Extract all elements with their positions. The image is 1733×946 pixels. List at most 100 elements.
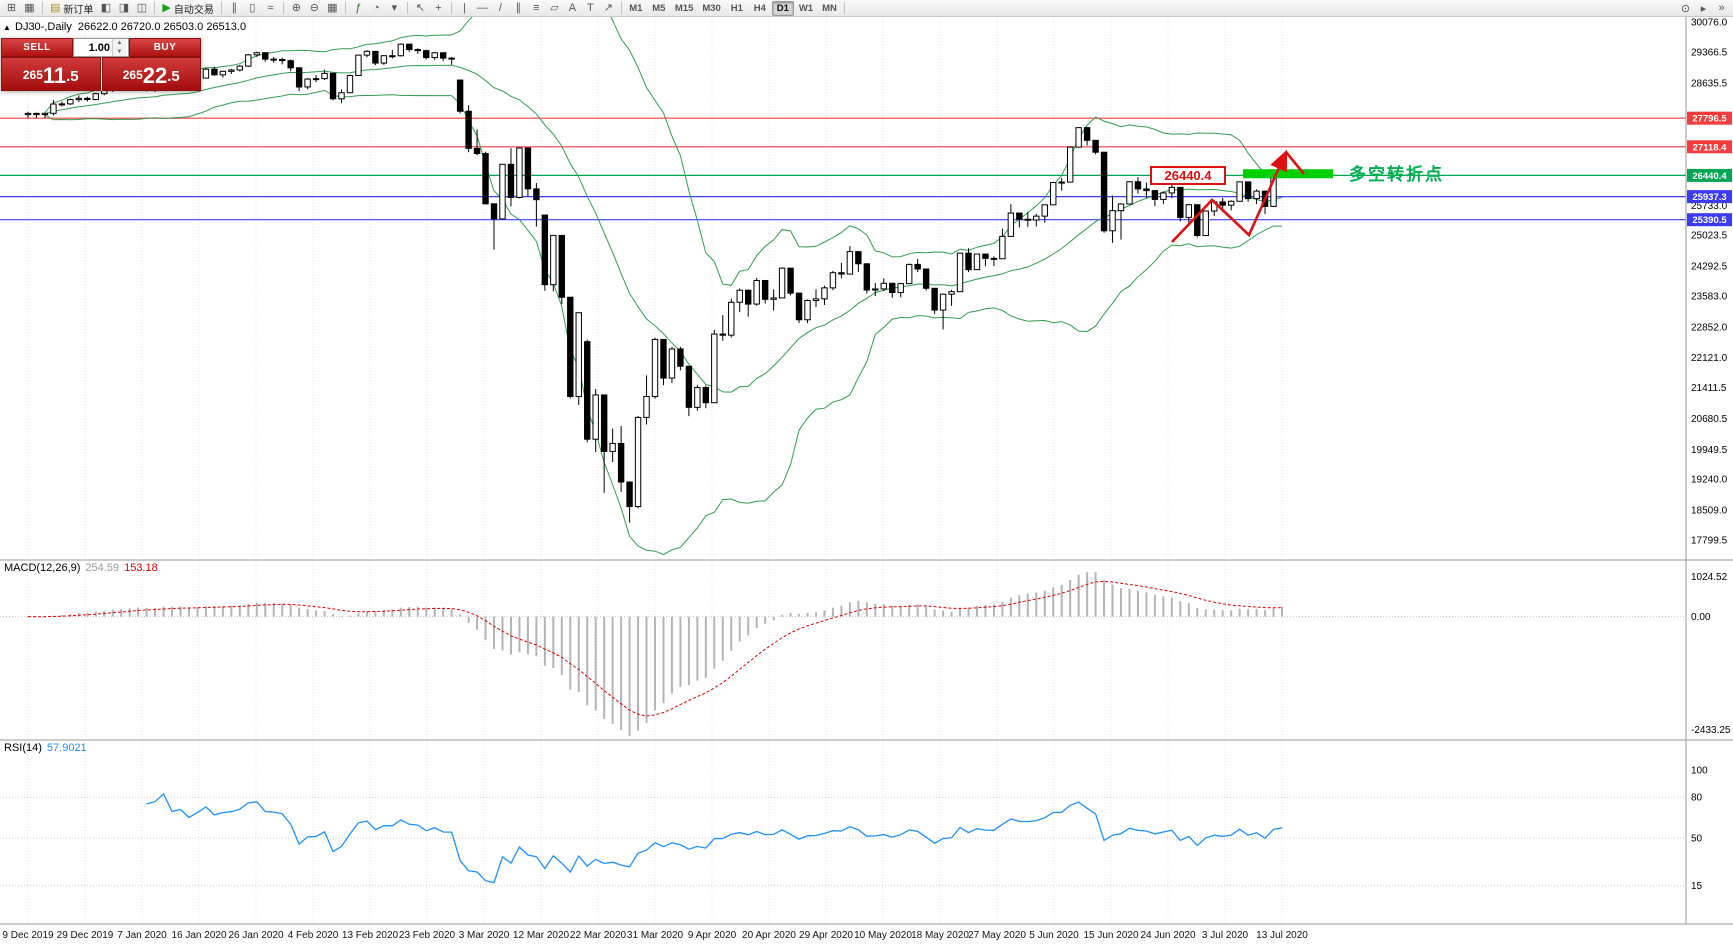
zoom-out-icon: ⊖ [309, 1, 319, 14]
turning-point-note[interactable]: 多空转折点 [1349, 165, 1444, 184]
arrow-tools-icon[interactable]: ↗ [600, 1, 617, 16]
text-label-icon[interactable]: T [582, 1, 599, 16]
svg-text:21411.5: 21411.5 [1691, 383, 1727, 394]
zoom-in-icon[interactable]: ⊕ [288, 1, 305, 16]
arrow-tools-icon: ↗ [603, 1, 613, 14]
new-order-icon: ▤ [50, 1, 61, 14]
periods-icon: ◔ [373, 1, 380, 14]
sell-button[interactable]: SELL [1, 38, 73, 57]
periods-icon[interactable]: ◔ [368, 1, 385, 16]
trendline-icon[interactable]: / [492, 1, 509, 16]
svg-text:3 Mar 2020: 3 Mar 2020 [459, 930, 510, 941]
svg-text:18509.0: 18509.0 [1691, 506, 1728, 517]
buy-price-prefix: 265 [122, 68, 143, 82]
toolbar-separator [42, 2, 43, 14]
zoom-out-icon[interactable]: ⊖ [306, 1, 323, 16]
search-icon[interactable]: ⊙ [1680, 2, 1691, 15]
market-watch-icon: ◧ [100, 1, 112, 14]
volume-input[interactable] [74, 39, 112, 56]
volume-stepper: ▲ ▼ [112, 39, 126, 56]
tile-windows-icon[interactable]: ▦ [324, 1, 341, 16]
crosshair-icon[interactable]: + [430, 1, 447, 16]
svg-text:17799.5: 17799.5 [1691, 536, 1728, 547]
price-axis[interactable]: 30076.0 29366.5 28635.5 25733.0 25023.5 24292… [1687, 18, 1732, 893]
market-watch-icon[interactable]: ◧ [97, 1, 114, 16]
toolbar-separator [406, 2, 408, 14]
svg-text:-2433.25: -2433.25 [1691, 725, 1731, 736]
svg-text:25390.5: 25390.5 [1692, 215, 1727, 226]
text-icon[interactable]: A [564, 1, 581, 16]
line-chart-icon[interactable]: ≈ [262, 1, 279, 16]
new-order-button[interactable]: ▤ 新订单 [47, 1, 96, 16]
data-window-icon[interactable]: ◨ [115, 1, 132, 16]
cursor-icon[interactable]: ↖ [412, 1, 429, 16]
svg-text:1024.52: 1024.52 [1691, 572, 1728, 583]
fibonacci-icon[interactable]: ≡ [528, 1, 545, 16]
equidistant-channel-icon[interactable]: ∥ [510, 1, 527, 16]
timeframe-button-d1[interactable]: D1 [771, 0, 794, 16]
timeframe-button-h4[interactable]: H4 [753, 2, 766, 14]
cursor-icon: ↖ [415, 1, 425, 14]
buy-button[interactable]: BUY [129, 38, 201, 57]
navigator-icon[interactable]: ◫ [133, 1, 150, 16]
indicators-icon[interactable]: ƒ [350, 1, 367, 16]
toolbar-separator [282, 2, 284, 14]
volume-down-icon[interactable]: ▼ [113, 47, 126, 56]
pane-separators[interactable] [0, 17, 1733, 925]
timeframe-button-m1[interactable]: M1 [629, 2, 643, 14]
trend-annotation[interactable] [1171, 149, 1333, 243]
sell-price-button[interactable]: 265 11.5 [1, 57, 101, 91]
svg-text:28635.5: 28635.5 [1691, 78, 1728, 89]
autotrading-button[interactable]: ▶ 自动交易 [159, 1, 216, 16]
svg-text:3 Jul 2020: 3 Jul 2020 [1202, 930, 1249, 941]
chart-title: DJ30-,Daily 26622.0 26720.0 26503.0 26513… [15, 21, 246, 33]
svg-text:15 Jun 2020: 15 Jun 2020 [1083, 930, 1138, 941]
candlestick-chart-icon[interactable]: ▯ [244, 1, 261, 16]
svg-text:19949.5: 19949.5 [1691, 445, 1728, 456]
horizontal-line-icon: — [476, 1, 488, 14]
timeframe-button-w1[interactable]: W1 [798, 2, 814, 14]
toolbar-separator [220, 2, 222, 14]
timeframe-button-mn[interactable]: MN [822, 2, 837, 14]
horizontal-line-icon[interactable]: — [474, 1, 491, 16]
grid-lines [27, 17, 1283, 924]
timeframe-button-m5[interactable]: M5 [652, 2, 666, 14]
svg-text:20680.5: 20680.5 [1691, 414, 1728, 425]
text-icon: A [568, 1, 577, 14]
crosshair-icon: + [435, 1, 442, 14]
buy-price-button[interactable]: 265 22.5 [101, 57, 201, 91]
autotrading-button-label: 自动交易 [173, 4, 214, 16]
shapes-icon[interactable]: ▱ [546, 1, 563, 16]
price-level-flag[interactable]: 26440.4 [1150, 166, 1226, 185]
bar-chart-icon[interactable]: ∥ [226, 1, 243, 16]
chart-shift-icon[interactable]: ▸ [1700, 2, 1707, 15]
toolbar: ⊞ ▦ ▤ 新订单 ◧ ◨ ◫ ▶ 自动交易 ∥ ▯ ≈ ⊕ ⊖ ▦ ƒ ◔ ▾ ↖ + | — / ∥ ≡ ▱ A T ↗ M1 M5 M… [0, 0, 1733, 17]
chart-profiles-icon[interactable]: ▦ [21, 1, 38, 16]
timeframe-button-m15[interactable]: M15 [674, 2, 694, 14]
svg-text:18 May 2020: 18 May 2020 [911, 930, 969, 941]
svg-text:23583.0: 23583.0 [1691, 291, 1728, 302]
ohlc-values: 26622.0 26720.0 26503.0 26513.0 [77, 21, 247, 33]
new-chart-icon[interactable]: ⊞ [3, 1, 20, 16]
svg-text:22 Mar 2020: 22 Mar 2020 [570, 930, 627, 941]
shapes-icon: ▱ [550, 1, 559, 14]
date-axis[interactable]: 9 Dec 2019 29 Dec 2019 7 Jan 2020 16 Jan 20… [2, 930, 1308, 941]
svg-text:23 Feb 2020: 23 Feb 2020 [399, 930, 456, 941]
new-chart-icon: ⊞ [6, 1, 17, 14]
svg-text:50: 50 [1691, 834, 1703, 845]
timeframe-button-h1[interactable]: H1 [730, 2, 743, 14]
macd-name: MACD(12,26,9) [4, 562, 81, 574]
trade-panel-collapse-icon[interactable]: ▲ [3, 23, 11, 32]
auto-scroll-icon[interactable]: » [1718, 2, 1725, 14]
autotrading-play-icon: ▶ [162, 1, 171, 14]
volume-up-icon[interactable]: ▲ [113, 39, 126, 48]
vertical-line-icon[interactable]: | [456, 1, 473, 16]
toolbar-main-group: ⊞ ▦ ▤ 新订单 ◧ ◨ ◫ ▶ 自动交易 ∥ ▯ ≈ ⊕ ⊖ ▦ ƒ ◔ ▾ ↖ + | — / ∥ ≡ ▱ A T ↗ [3, 1, 625, 16]
sell-price-pip: .5 [66, 68, 79, 85]
buy-price-pip: .5 [167, 68, 180, 85]
templates-icon[interactable]: ▾ [386, 1, 403, 16]
support-resistance-lines[interactable] [0, 117, 1686, 221]
svg-text:30076.0: 30076.0 [1691, 18, 1728, 29]
timeframe-button-m30[interactable]: M30 [702, 2, 721, 14]
